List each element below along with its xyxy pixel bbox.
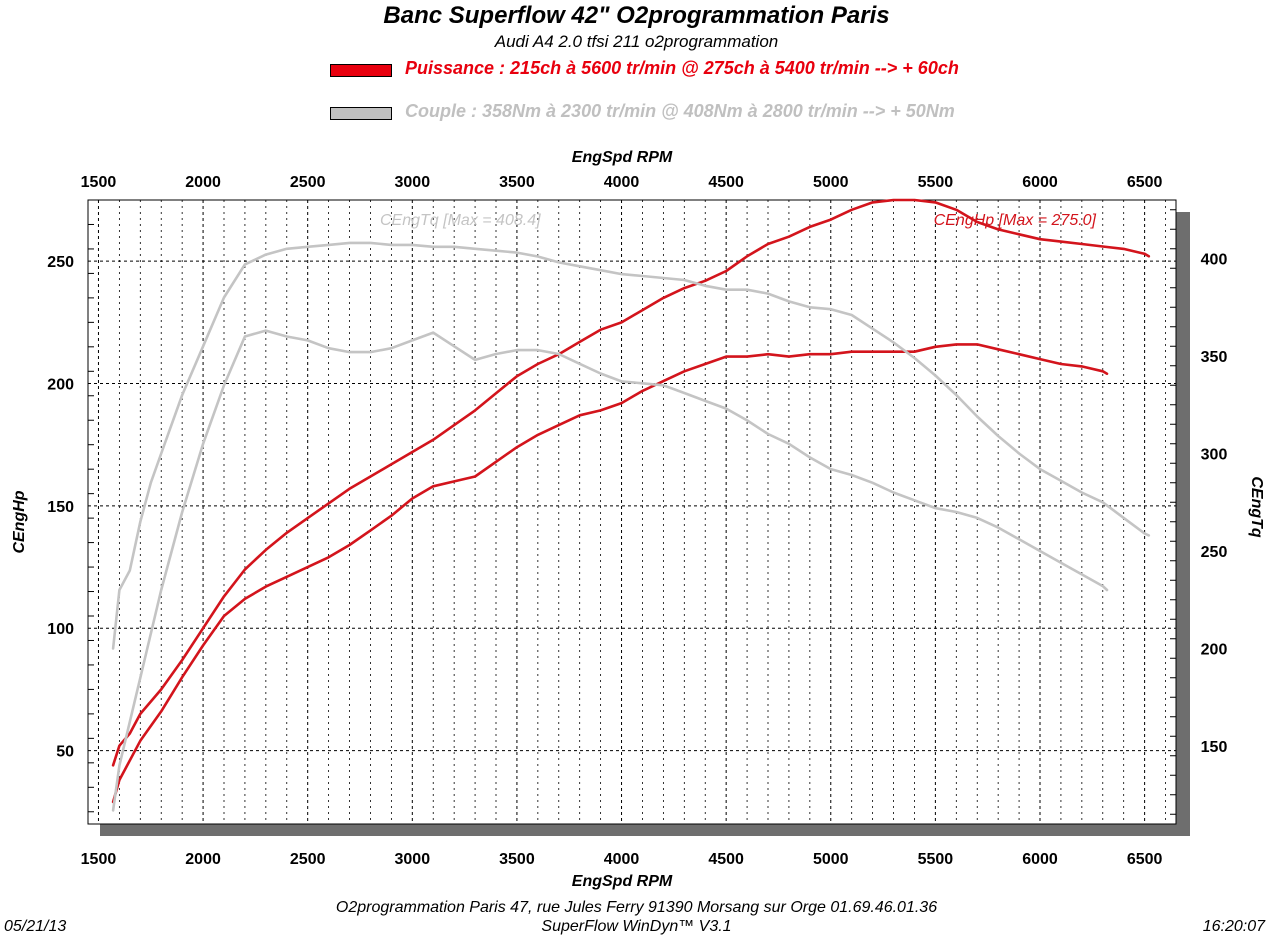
x-tick-label-bottom: 3500 <box>499 851 535 868</box>
x-tick-label-top: 6500 <box>1127 174 1163 191</box>
y-left-tick-label: 150 <box>47 499 74 516</box>
grid-lines <box>88 200 1176 824</box>
y-axis-title-left: CEngHp <box>11 490 28 553</box>
x-tick-label-top: 3500 <box>499 174 535 191</box>
x-tick-label-top: 2500 <box>290 174 326 191</box>
x-tick-label-top: 4000 <box>604 174 640 191</box>
x-tick-label-bottom: 2000 <box>185 851 221 868</box>
y-left-tick-label: 200 <box>47 377 74 394</box>
footer-date: 05/21/13 <box>4 918 67 935</box>
x-tick-label-bottom: 5000 <box>813 851 849 868</box>
torque-curve-3 <box>111 329 1109 812</box>
x-tick-label-bottom: 6500 <box>1127 851 1163 868</box>
x-tick-label-top: 6000 <box>1022 174 1058 191</box>
y-right-tick-label: 250 <box>1201 544 1228 561</box>
y-left-tick-label: 100 <box>47 621 74 638</box>
legend-power-label: Puissance : 215ch à 5600 tr/min @ 275ch … <box>405 58 959 78</box>
x-tick-label-bottom: 3000 <box>395 851 431 868</box>
y-right-tick-label: 400 <box>1201 252 1228 269</box>
y-axis-title-right: CEngTq <box>1248 476 1265 538</box>
legend-torque-swatch <box>330 107 392 120</box>
x-tick-label-bottom: 5500 <box>918 851 954 868</box>
power-curve-0 <box>111 198 1151 767</box>
axis-labels: 1500 1500 2000 2000 2500 2500 3000 3000 3500 3500… <box>47 174 1227 868</box>
legend-power-swatch <box>330 64 392 77</box>
chart-subtitle: Audi A4 2.0 tfsi 211 o2programmation <box>494 32 779 51</box>
x-tick-label-bottom: 1500 <box>81 851 117 868</box>
y-right-tick-label: 300 <box>1201 447 1228 464</box>
footer-address: O2programmation Paris 47, rue Jules Ferr… <box>335 899 938 916</box>
y-right-tick-label: 150 <box>1201 739 1228 756</box>
x-tick-label-top: 1500 <box>81 174 117 191</box>
footer-time: 16:20:07 <box>1202 918 1265 935</box>
footer-software: SuperFlow WinDyn™ V3.1 <box>541 918 732 935</box>
power-max-label: CEngHp [Max = 275.0] <box>934 212 1097 229</box>
x-tick-label-top: 5500 <box>918 174 954 191</box>
data-series <box>111 198 1151 812</box>
minor-ticks <box>88 199 1176 815</box>
torque-curve-2 <box>111 241 1151 650</box>
x-tick-label-bottom: 6000 <box>1022 851 1058 868</box>
y-right-tick-label: 200 <box>1201 642 1228 659</box>
x-tick-label-top: 3000 <box>395 174 431 191</box>
y-right-tick-label: 350 <box>1201 349 1228 366</box>
power-curve-1 <box>111 343 1109 804</box>
legend-torque-label: Couple : 358Nm à 2300 tr/min @ 408Nm à 2… <box>405 101 955 121</box>
torque-max-label: CEngTq [Max = 408.4] <box>380 212 541 229</box>
y-left-tick-label: 250 <box>47 254 74 271</box>
chart-title: Banc Superflow 42" O2programmation Paris <box>383 2 890 29</box>
x-tick-label-bottom: 4000 <box>604 851 640 868</box>
x-axis-title-top: EngSpd RPM <box>572 149 673 166</box>
x-tick-label-top: 2000 <box>185 174 221 191</box>
x-axis-title-bottom: EngSpd RPM <box>572 873 673 890</box>
x-tick-label-bottom: 4500 <box>708 851 744 868</box>
x-tick-label-top: 5000 <box>813 174 849 191</box>
x-tick-label-top: 4500 <box>708 174 744 191</box>
y-left-tick-label: 50 <box>56 744 74 761</box>
plot-area <box>87 199 1177 825</box>
x-tick-label-bottom: 2500 <box>290 851 326 868</box>
